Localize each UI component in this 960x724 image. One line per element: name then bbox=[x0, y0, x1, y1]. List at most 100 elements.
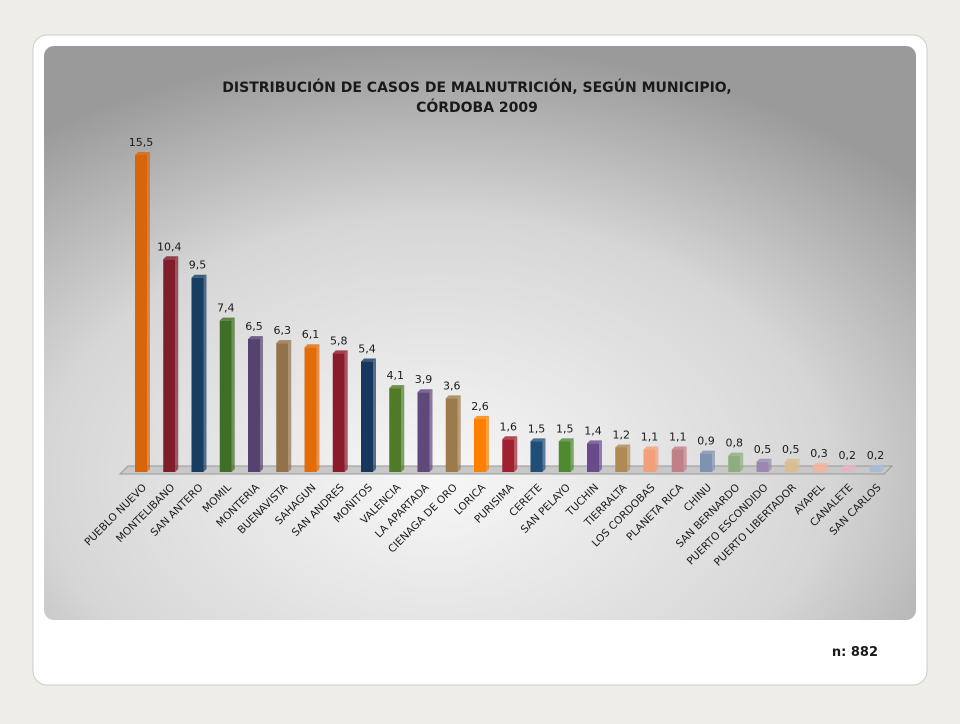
bar-top bbox=[615, 444, 631, 448]
bar-side bbox=[288, 340, 292, 472]
bar-top bbox=[643, 446, 659, 450]
bar-top bbox=[671, 446, 687, 450]
bar-side bbox=[401, 385, 405, 472]
bar bbox=[558, 441, 571, 472]
bar-top bbox=[163, 256, 179, 260]
bar-side bbox=[655, 446, 659, 472]
bar bbox=[163, 259, 176, 472]
value-label: 1,5 bbox=[556, 422, 574, 435]
bar-side bbox=[429, 389, 433, 472]
value-label: 9,5 bbox=[189, 259, 207, 272]
chart-subtitle: CÓRDOBA 2009 bbox=[416, 98, 538, 116]
bar-top bbox=[248, 336, 263, 340]
bar-side bbox=[825, 462, 828, 472]
value-label: 3,6 bbox=[443, 379, 461, 392]
chart-title: DISTRIBUCIÓN DE CASOS DE MALNUTRICIÓN, S… bbox=[222, 78, 731, 96]
value-label: 10,4 bbox=[157, 240, 182, 253]
bar-top bbox=[332, 350, 348, 354]
bar bbox=[530, 441, 543, 472]
value-label: 1,6 bbox=[500, 420, 518, 433]
bar-top bbox=[587, 440, 602, 444]
sample-note: n: 882 bbox=[832, 645, 878, 660]
value-label: 0,5 bbox=[754, 443, 772, 456]
bar-side bbox=[627, 444, 631, 472]
bar-top bbox=[219, 317, 235, 321]
bar-side bbox=[231, 317, 235, 472]
bar-side bbox=[147, 152, 150, 472]
bar-top bbox=[558, 438, 574, 442]
bar-side bbox=[373, 358, 376, 472]
bar-top bbox=[191, 274, 207, 278]
value-label: 2,6 bbox=[471, 400, 489, 413]
bar bbox=[417, 392, 430, 472]
bar-side bbox=[344, 350, 348, 472]
bar-top bbox=[756, 458, 772, 462]
value-label: 1,5 bbox=[528, 422, 546, 435]
value-label: 1,1 bbox=[669, 431, 687, 444]
bar-side bbox=[260, 336, 263, 472]
bar-side bbox=[316, 344, 320, 472]
bar bbox=[304, 347, 317, 472]
value-label: 1,2 bbox=[613, 428, 631, 441]
bar-side bbox=[881, 464, 885, 472]
value-label: 3,9 bbox=[415, 373, 433, 386]
bar-top bbox=[474, 415, 489, 419]
bar-side bbox=[570, 438, 574, 472]
bar bbox=[756, 461, 769, 472]
bar bbox=[248, 339, 260, 472]
bar-top bbox=[728, 452, 744, 456]
bar bbox=[474, 418, 486, 472]
value-label: 0,3 bbox=[810, 447, 828, 460]
value-label: 1,1 bbox=[641, 431, 659, 444]
bar-top bbox=[135, 152, 150, 155]
bar-top bbox=[389, 385, 405, 389]
bar-top bbox=[304, 344, 320, 348]
bar bbox=[728, 455, 741, 472]
bar bbox=[276, 343, 289, 472]
bar bbox=[841, 467, 854, 472]
chart-area bbox=[44, 46, 916, 620]
bar-side bbox=[599, 440, 602, 472]
bar-side bbox=[514, 436, 518, 472]
bar bbox=[219, 320, 232, 472]
bar-top bbox=[700, 450, 715, 454]
bar-side bbox=[542, 438, 546, 472]
bar bbox=[135, 155, 147, 472]
bar-top bbox=[784, 458, 800, 462]
bar bbox=[445, 398, 458, 472]
bar-top bbox=[813, 462, 828, 466]
bar bbox=[361, 361, 373, 472]
value-label: 6,3 bbox=[274, 324, 292, 337]
bar-side bbox=[175, 256, 179, 472]
value-label: 7,4 bbox=[217, 302, 235, 315]
bar-side bbox=[712, 450, 715, 472]
value-label: 4,1 bbox=[387, 369, 405, 382]
bar-top bbox=[530, 438, 546, 442]
bar-side bbox=[683, 446, 687, 472]
bar-top bbox=[502, 436, 518, 440]
bar-top bbox=[417, 389, 433, 393]
bar-side bbox=[853, 464, 857, 472]
value-label: 0,2 bbox=[867, 449, 885, 462]
value-label: 0,5 bbox=[782, 443, 800, 456]
value-label: 5,8 bbox=[330, 334, 348, 347]
bar-side bbox=[203, 274, 207, 472]
value-label: 6,1 bbox=[302, 328, 320, 341]
value-label: 15,5 bbox=[129, 136, 154, 149]
bar bbox=[332, 353, 345, 472]
bar bbox=[813, 465, 825, 472]
value-label: 5,4 bbox=[358, 343, 376, 356]
value-label: 0,8 bbox=[726, 437, 744, 450]
bar bbox=[643, 449, 656, 472]
value-label: 6,5 bbox=[245, 320, 263, 333]
bar-side bbox=[457, 395, 461, 472]
value-label: 0,9 bbox=[697, 435, 715, 448]
value-label: 1,4 bbox=[584, 424, 602, 437]
bar-top bbox=[276, 340, 292, 344]
bar bbox=[671, 449, 684, 472]
bar-side bbox=[796, 458, 800, 472]
value-label: 0,2 bbox=[839, 449, 857, 462]
bar-side bbox=[768, 458, 772, 472]
